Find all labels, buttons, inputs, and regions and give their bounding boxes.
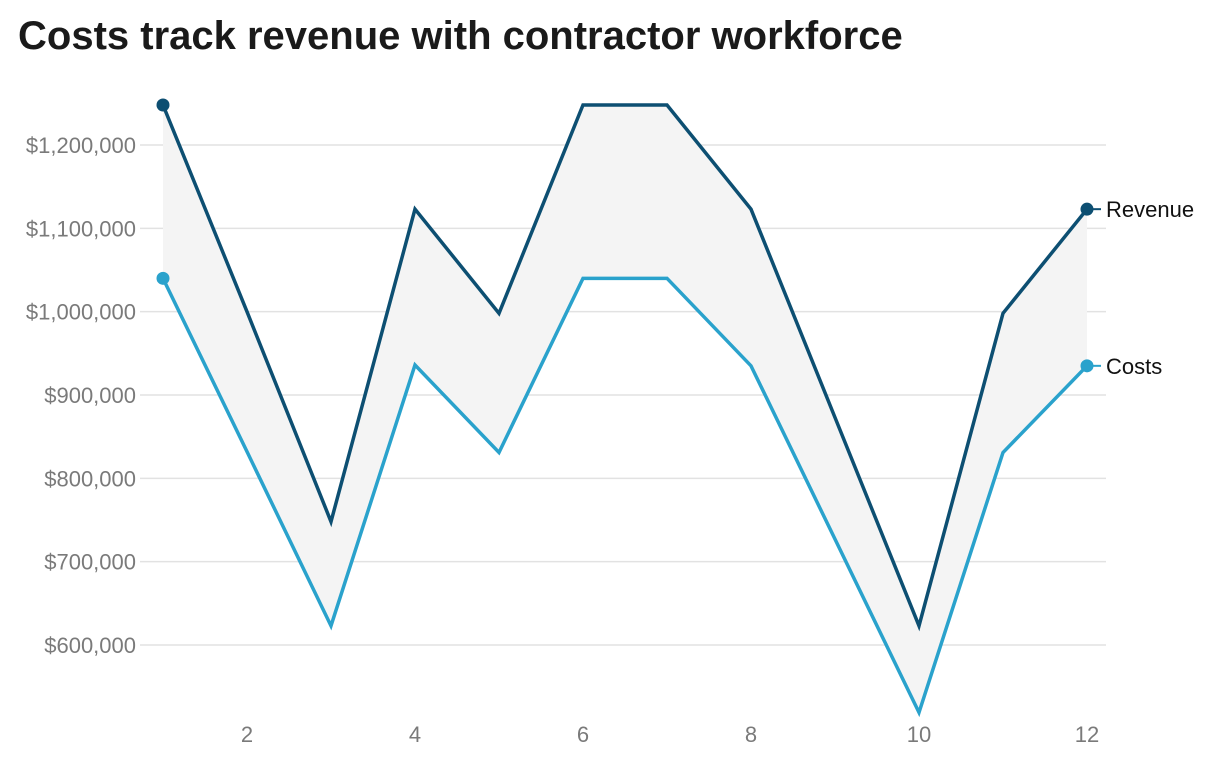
x-tick-label: 10 [907,722,931,747]
fill-between-band [163,105,1087,713]
x-tick-label: 8 [745,722,757,747]
costs-end-point [1080,359,1094,373]
costs-series-label: Costs [1106,354,1162,379]
series-labels: Revenue Costs [1093,197,1194,379]
series-markers [156,98,1094,373]
y-tick-label: $600,000 [44,633,136,658]
x-axis-ticks: 2 4 6 8 10 12 [241,722,1099,747]
y-tick-label: $700,000 [44,550,136,575]
revenue-end-point [1080,202,1094,216]
costs-start-point [156,271,170,285]
y-tick-label: $800,000 [44,466,136,491]
x-tick-label: 2 [241,722,253,747]
revenue-series-label: Revenue [1106,197,1194,222]
x-tick-label: 6 [577,722,589,747]
costs-line [161,276,1089,718]
y-tick-label: $900,000 [44,383,136,408]
x-tick-label: 4 [409,722,421,747]
x-tick-label: 12 [1075,722,1099,747]
y-axis-ticks: $600,000 $700,000 $800,000 $900,000 $1,000,0… [26,133,136,658]
y-tick-label: $1,100,000 [26,216,136,241]
revenue-line [161,103,1089,632]
chart-title: Costs track revenue with contractor work… [18,14,903,58]
y-tick-label: $1,200,000 [26,133,136,158]
series-lines [161,103,1089,718]
y-tick-label: $1,000,000 [26,300,136,325]
revenue-start-point [156,98,170,112]
